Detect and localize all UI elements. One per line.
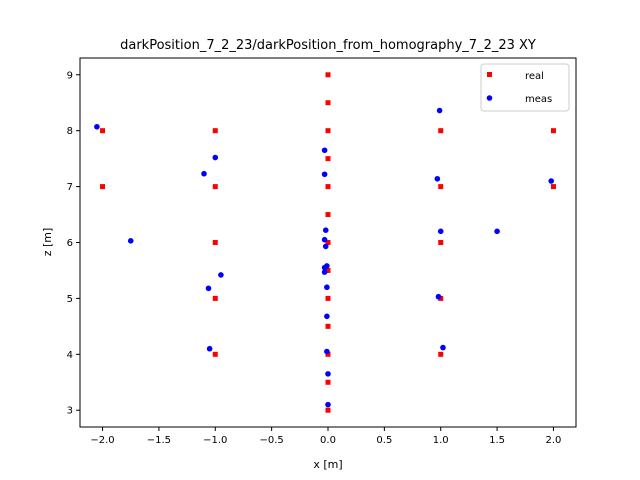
series-real bbox=[100, 72, 556, 413]
y-tick-label: 3 bbox=[67, 406, 73, 417]
real-point bbox=[325, 128, 331, 134]
legend-meas-label: meas bbox=[525, 94, 552, 105]
meas-point bbox=[437, 228, 444, 235]
series-meas bbox=[94, 107, 554, 408]
legend: real meas bbox=[480, 63, 570, 112]
y-axis-label: z [m] bbox=[41, 228, 54, 257]
meas-point bbox=[321, 269, 328, 275]
real-point bbox=[438, 295, 444, 301]
meas-point bbox=[205, 285, 212, 292]
real-point bbox=[100, 184, 106, 190]
meas-point bbox=[548, 178, 554, 184]
real-point bbox=[325, 407, 331, 413]
meas-point bbox=[435, 293, 442, 300]
x-tick-label: 1.0 bbox=[433, 435, 449, 446]
meas-point bbox=[321, 236, 328, 243]
real-point bbox=[212, 184, 218, 190]
real-point bbox=[212, 128, 218, 134]
real-point bbox=[325, 184, 331, 190]
meas-point bbox=[440, 344, 446, 351]
meas-point bbox=[324, 313, 330, 320]
meas-point bbox=[218, 272, 224, 278]
legend-real-label: real bbox=[525, 71, 544, 82]
legend-box bbox=[480, 63, 570, 112]
real-point bbox=[325, 156, 331, 162]
meas-point bbox=[325, 401, 331, 408]
real-point bbox=[438, 128, 444, 134]
x-tick-label: 0.0 bbox=[320, 435, 336, 446]
real-point bbox=[550, 128, 556, 134]
meas-point bbox=[321, 171, 328, 178]
x-tick-label: −1.0 bbox=[203, 435, 227, 446]
real-point bbox=[550, 184, 556, 190]
real-point bbox=[212, 295, 218, 301]
real-point bbox=[325, 240, 331, 245]
real-point bbox=[325, 351, 331, 357]
meas-point bbox=[322, 227, 329, 233]
x-tick-label: 1.5 bbox=[489, 435, 505, 446]
real-point bbox=[325, 323, 331, 329]
meas-point bbox=[321, 147, 328, 154]
legend-meas-marker bbox=[486, 95, 493, 101]
y-axis-ticks: 3 4 5 6 7 8 9 bbox=[67, 70, 80, 417]
meas-point bbox=[324, 348, 330, 355]
chart-title: darkPosition_7_2_23/darkPosition_from_ho… bbox=[120, 38, 536, 53]
y-tick-label: 6 bbox=[67, 238, 73, 249]
meas-point bbox=[94, 123, 100, 130]
y-tick-label: 9 bbox=[67, 70, 73, 81]
meas-point bbox=[206, 345, 213, 352]
meas-point bbox=[325, 371, 331, 377]
x-tick-label: −2.0 bbox=[90, 435, 114, 446]
real-point bbox=[100, 128, 106, 134]
real-point bbox=[438, 184, 444, 190]
y-tick-label: 4 bbox=[67, 350, 73, 361]
real-point bbox=[438, 240, 444, 245]
meas-point bbox=[436, 107, 443, 114]
real-point bbox=[438, 351, 444, 357]
meas-point bbox=[324, 284, 330, 291]
x-tick-label: 0.5 bbox=[376, 435, 392, 446]
legend-real-marker bbox=[487, 72, 492, 77]
real-point bbox=[325, 267, 331, 273]
x-tick-label: 2.0 bbox=[546, 435, 562, 446]
real-point bbox=[212, 240, 218, 245]
x-axis-label: x [m] bbox=[313, 458, 342, 471]
x-tick-label: −0.5 bbox=[259, 435, 283, 446]
y-tick-label: 7 bbox=[67, 182, 73, 193]
real-point bbox=[325, 72, 331, 78]
meas-point bbox=[212, 154, 219, 161]
meas-point bbox=[127, 238, 134, 244]
x-axis-ticks: −2.0 −1.5 −1.0 −0.5 0.0 0.5 1.0 1.5 2.0 bbox=[90, 427, 561, 446]
y-tick-label: 8 bbox=[67, 126, 73, 137]
meas-point bbox=[321, 264, 328, 271]
meas-point bbox=[322, 243, 329, 250]
real-point bbox=[212, 351, 218, 357]
real-point bbox=[325, 100, 331, 106]
meas-point bbox=[434, 175, 441, 182]
real-point bbox=[325, 212, 331, 218]
x-tick-label: −1.5 bbox=[147, 435, 171, 446]
real-point bbox=[325, 379, 331, 385]
y-tick-label: 5 bbox=[67, 294, 73, 305]
real-point bbox=[325, 295, 331, 301]
meas-point bbox=[494, 228, 500, 235]
meas-point bbox=[201, 170, 207, 177]
